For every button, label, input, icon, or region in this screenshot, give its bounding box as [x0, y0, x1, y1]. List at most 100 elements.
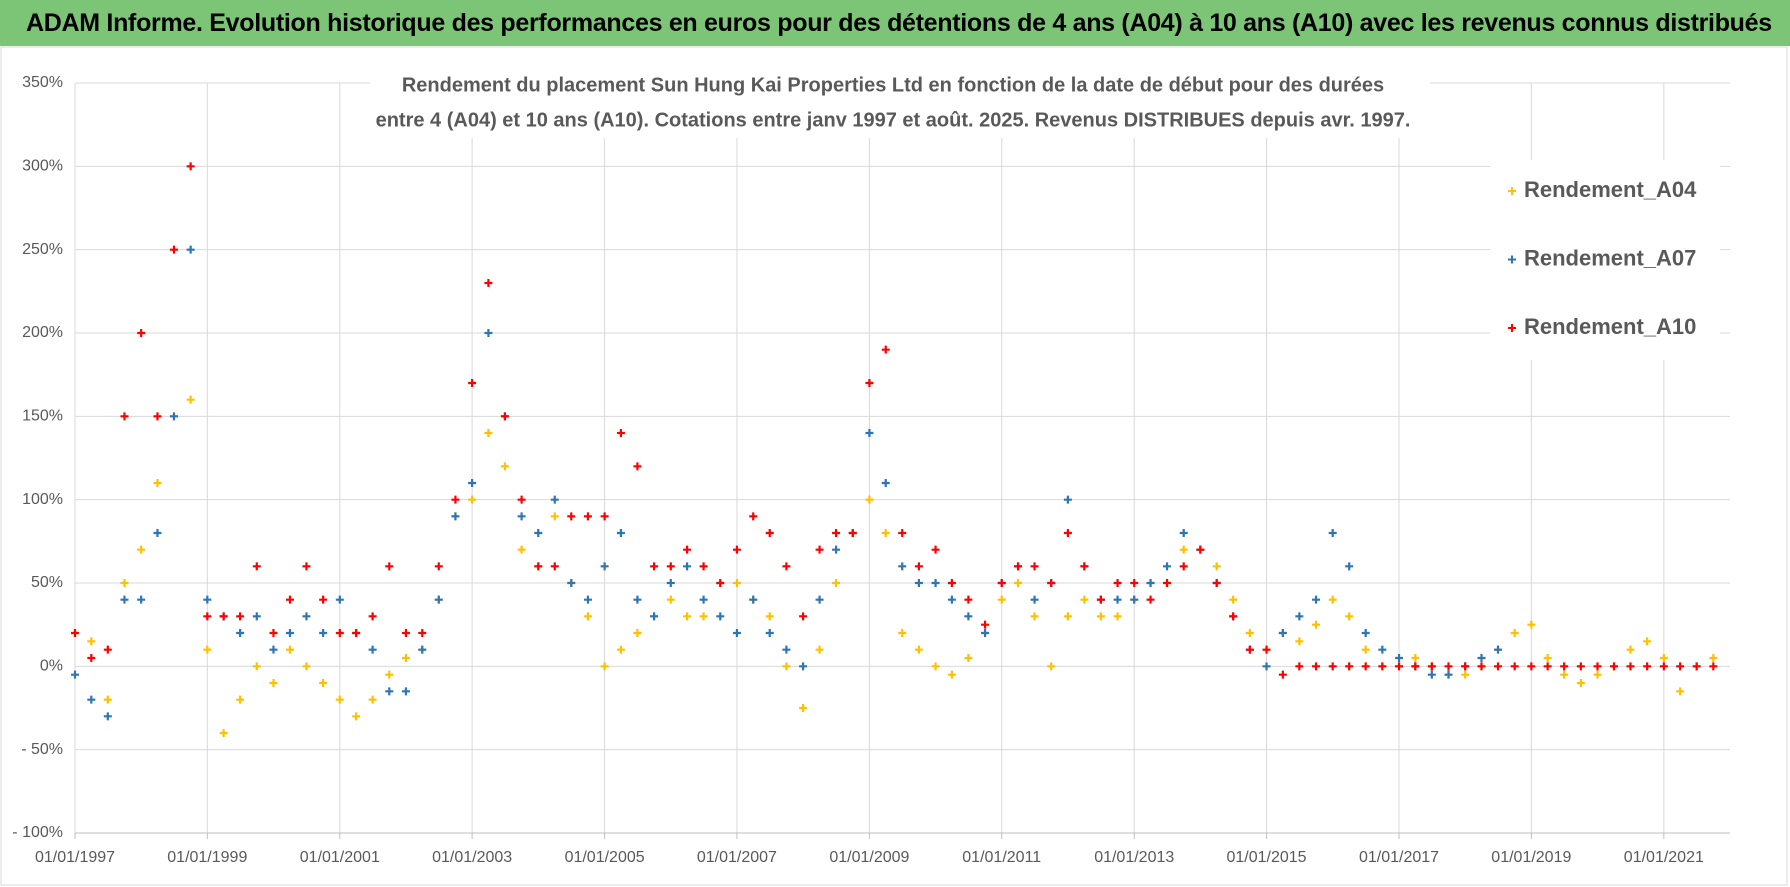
- point: [1659, 654, 1668, 662]
- point: [600, 662, 609, 671]
- point: [1245, 629, 1254, 637]
- point: [87, 695, 96, 704]
- point: [1113, 579, 1122, 587]
- point: [451, 512, 460, 521]
- point: [1014, 562, 1023, 571]
- point: [749, 512, 758, 521]
- point: [1196, 545, 1205, 554]
- point: [1312, 595, 1321, 604]
- point: [137, 595, 146, 604]
- point: [1411, 662, 1420, 671]
- point: [732, 545, 741, 554]
- point: [1427, 670, 1436, 679]
- point: [1179, 562, 1188, 571]
- point: [401, 654, 410, 662]
- point: [832, 545, 841, 554]
- point: [1411, 654, 1420, 662]
- point: [401, 629, 410, 637]
- point: [865, 495, 874, 504]
- point: [252, 612, 261, 621]
- legend-label: Rendement_A04: [1524, 177, 1697, 202]
- point: [1378, 662, 1387, 671]
- point: [352, 712, 361, 721]
- point: [335, 595, 344, 604]
- point: [732, 579, 741, 587]
- point: [71, 670, 79, 679]
- point: [1212, 579, 1221, 587]
- y-tick-label: 100%: [22, 491, 63, 508]
- x-tick-label: 01/01/2011: [962, 849, 1041, 866]
- chart-frame: [0, 46, 1788, 886]
- point: [1676, 662, 1685, 671]
- point: [302, 562, 311, 571]
- point: [1063, 495, 1072, 504]
- point: [418, 645, 427, 654]
- point: [186, 245, 195, 254]
- point: [1328, 595, 1337, 604]
- y-tick-label: 250%: [22, 241, 63, 258]
- point: [120, 595, 129, 604]
- point: [1361, 662, 1370, 671]
- point: [1709, 662, 1718, 671]
- point: [252, 662, 261, 671]
- point: [1345, 662, 1354, 671]
- point: [1130, 579, 1139, 587]
- point: [186, 162, 195, 171]
- point: [600, 562, 609, 571]
- point: [1709, 654, 1718, 662]
- point: [285, 629, 294, 637]
- point: [799, 704, 808, 712]
- point: [567, 579, 576, 587]
- point: [418, 629, 427, 637]
- point: [1659, 662, 1668, 671]
- point: [666, 579, 675, 587]
- point: [137, 545, 146, 554]
- point: [1527, 662, 1536, 671]
- point: [534, 562, 543, 571]
- chart-title: Rendement du placement Sun Hung Kai Prop…: [402, 74, 1384, 96]
- point: [1096, 612, 1105, 621]
- point: [1361, 629, 1370, 637]
- point: [1461, 670, 1470, 679]
- point: [749, 595, 758, 604]
- point: [285, 645, 294, 654]
- y-tick-label: - 100%: [12, 824, 63, 841]
- point: [782, 562, 791, 571]
- point: [1692, 662, 1701, 671]
- point: [583, 595, 592, 604]
- legend-marker: [1508, 187, 1516, 195]
- point: [1543, 662, 1552, 671]
- point: [881, 479, 890, 487]
- point: [914, 579, 923, 587]
- point: [1477, 654, 1486, 662]
- point: [898, 529, 907, 537]
- point: [683, 612, 692, 621]
- point: [302, 612, 311, 621]
- point: [914, 562, 923, 571]
- point: [716, 579, 725, 587]
- point: [368, 695, 377, 704]
- point: [517, 495, 526, 504]
- point: [335, 629, 344, 637]
- point: [550, 495, 559, 504]
- point: [931, 579, 940, 587]
- point: [1560, 662, 1569, 671]
- x-tick-label: 01/01/2007: [697, 849, 777, 866]
- x-tick-label: 01/01/2005: [565, 849, 645, 866]
- point: [500, 462, 509, 471]
- point: [1593, 670, 1602, 679]
- point: [1047, 579, 1056, 587]
- legend-label: Rendement_A07: [1524, 245, 1696, 270]
- point: [1395, 654, 1404, 662]
- point: [186, 395, 195, 404]
- point: [352, 629, 361, 637]
- point: [1030, 562, 1039, 571]
- point: [1030, 595, 1039, 604]
- point: [799, 662, 808, 671]
- point: [103, 712, 112, 721]
- point: [153, 529, 162, 537]
- x-tick-label: 01/01/2015: [1227, 849, 1307, 866]
- point: [285, 595, 294, 604]
- legend-marker: [1508, 255, 1516, 264]
